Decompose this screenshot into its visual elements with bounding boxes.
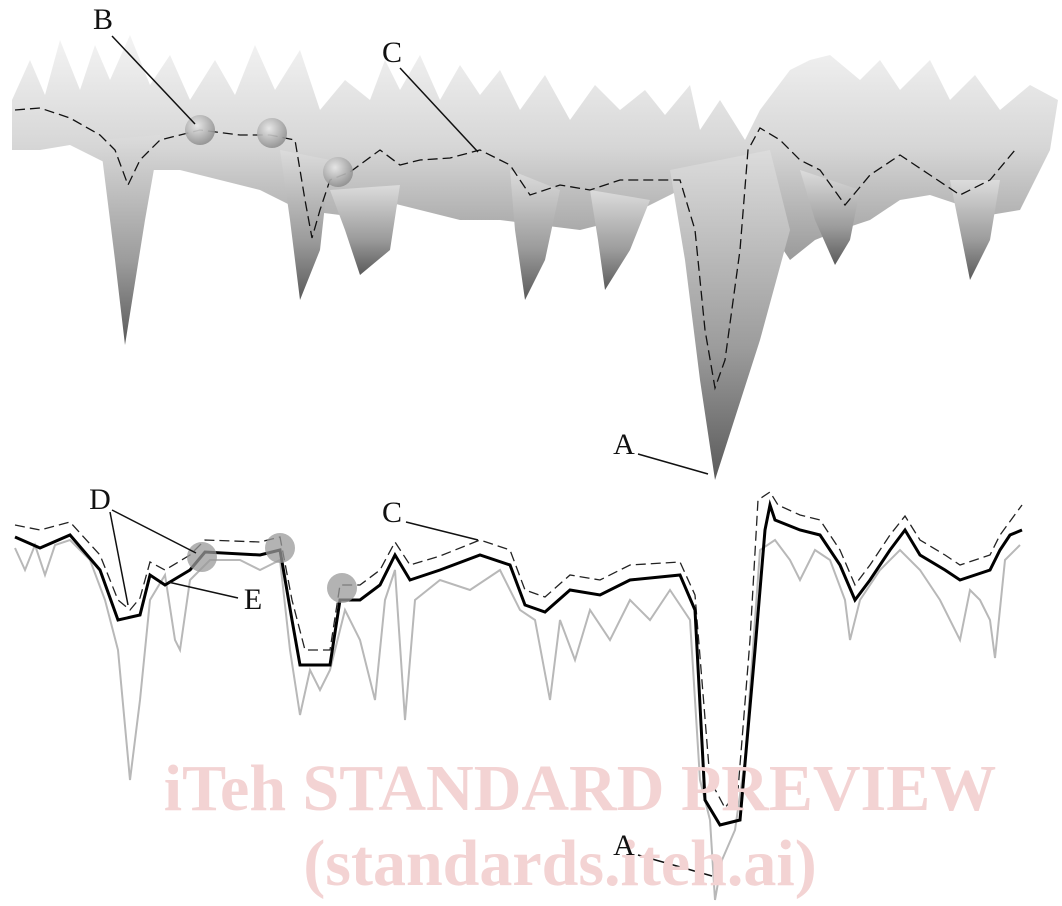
dashed-profile [14, 107, 1016, 391]
offset-profile [14, 491, 1023, 810]
label: C [382, 496, 402, 529]
ball [185, 115, 215, 145]
label: D [89, 483, 111, 516]
label: C [382, 36, 402, 69]
contact [327, 573, 357, 603]
label: A [613, 428, 635, 461]
raw-profile [14, 538, 1021, 901]
leaders [109, 35, 713, 877]
contact [265, 533, 295, 563]
label: B [93, 3, 113, 36]
label: E [244, 583, 262, 616]
surface [12, 35, 1058, 480]
watermark: (standards.iteh.ai) [303, 827, 816, 900]
contact [187, 542, 217, 572]
label: A [613, 829, 635, 862]
ball [323, 157, 353, 187]
ball [257, 118, 287, 148]
watermark: iTeh STANDARD PREVIEW [164, 752, 996, 825]
